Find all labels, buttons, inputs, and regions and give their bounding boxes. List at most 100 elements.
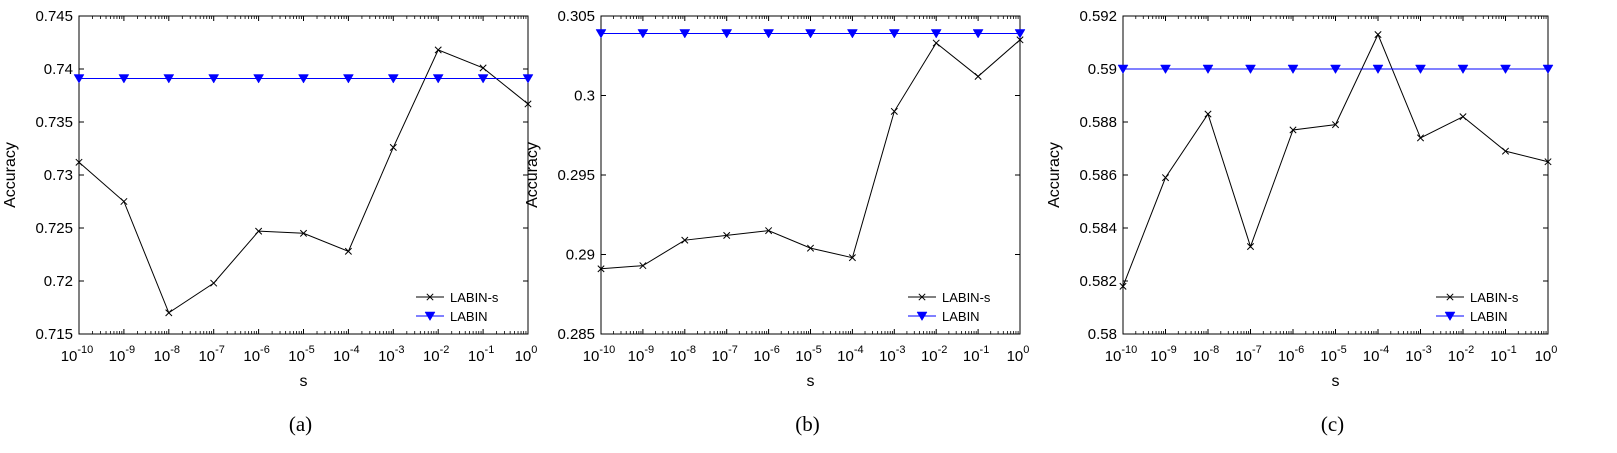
x-tick-label: 10-9: [109, 344, 135, 365]
x-tick-label: 10-10: [61, 344, 94, 365]
x-tick-label: 10-1: [963, 344, 989, 365]
y-tick-label: 0.73: [44, 167, 73, 184]
legend-label: LABIN: [942, 309, 980, 324]
data-point: [932, 39, 940, 47]
data-point: [434, 46, 442, 54]
series-line: [600, 39, 1021, 270]
panel-caption: (c): [1321, 412, 1344, 436]
data-point: [1459, 113, 1467, 121]
chart-panel-a: 10-10 10-9 10-8 10-7 10-6 10-5 10-4 10-3 10-2 10-…: [2, 8, 537, 436]
x-tick-label: 10-7: [198, 344, 224, 365]
data-point: [73, 74, 85, 84]
y-tick-label: 0.72: [44, 273, 73, 290]
y-tick-label: 0.592: [1079, 8, 1117, 25]
legend: LABIN-s LABIN: [416, 290, 499, 324]
x-tick-label: 10-6: [243, 344, 269, 365]
data-point: [723, 231, 731, 239]
legend: LABIN-s LABIN: [1436, 290, 1519, 324]
legend-marker: [424, 311, 436, 321]
data-point: [1416, 134, 1425, 142]
x-tick-label: 100: [1535, 344, 1558, 365]
data-point: [253, 74, 265, 84]
data-point: [974, 72, 982, 80]
x-tick-label: 10-4: [1363, 344, 1389, 365]
y-tick-label: 0.584: [1079, 220, 1117, 237]
data-point: [524, 100, 532, 108]
data-point: [210, 279, 218, 287]
data-point: [846, 29, 858, 39]
data-point: [805, 29, 816, 39]
panel-caption: (b): [795, 412, 820, 436]
x-tick-label: 100: [1007, 344, 1030, 365]
series-LABIN-s: [75, 46, 532, 317]
x-tick-label: 10-3: [1405, 344, 1431, 365]
data-point: [118, 74, 130, 84]
data-point: [679, 29, 691, 39]
x-tick-label: 10-5: [795, 344, 821, 365]
x-tick-label: 10-4: [837, 344, 863, 365]
data-point: [344, 247, 352, 255]
x-tick-label: 10-2: [423, 344, 449, 365]
data-point: [75, 158, 83, 166]
data-point: [120, 197, 128, 206]
x-tick-label: 10-6: [1278, 344, 1304, 365]
data-point: [432, 74, 444, 84]
y-tick-label: 0.586: [1079, 167, 1117, 184]
data-point: [163, 74, 175, 84]
data-point: [1331, 121, 1340, 129]
data-point: [298, 74, 309, 84]
y-tick-label: 0.582: [1079, 273, 1117, 290]
x-tick-label: 10-6: [753, 344, 779, 365]
data-point: [848, 254, 856, 262]
legend-label: LABIN: [450, 309, 488, 324]
data-point: [1117, 64, 1129, 74]
data-point: [763, 29, 775, 39]
x-tick-label: 10-8: [1193, 344, 1219, 365]
legend-label: LABIN: [1470, 309, 1508, 324]
data-point: [890, 107, 898, 115]
y-tick-label: 0.735: [35, 114, 73, 131]
y-tick-label: 0.745: [35, 8, 73, 25]
data-point: [389, 143, 397, 151]
x-tick-label: 10-5: [1320, 344, 1346, 365]
data-point: [888, 29, 900, 39]
data-point: [1544, 158, 1552, 166]
x-tick-label: 10-8: [154, 344, 180, 365]
x-tick-label: 10-10: [1105, 344, 1138, 365]
series-LABIN-s: [1119, 30, 1552, 290]
y-axis-label: Accuracy: [524, 142, 541, 208]
y-tick-label: 0.588: [1079, 114, 1117, 131]
x-tick-label: 10-5: [288, 344, 314, 365]
axes-box: [600, 15, 1021, 335]
y-tick-label: 0.725: [35, 220, 73, 237]
data-point: [1415, 64, 1426, 74]
data-point: [1204, 110, 1212, 118]
data-point: [165, 309, 173, 317]
data-point: [639, 262, 647, 270]
x-tick-label: 10-9: [1150, 344, 1176, 365]
x-tick-label: 10-3: [378, 344, 404, 365]
data-point: [972, 29, 984, 39]
data-point: [1500, 64, 1511, 74]
y-axis-label: Accuracy: [2, 142, 19, 208]
data-point: [597, 265, 605, 273]
data-point: [1014, 29, 1026, 39]
data-point: [342, 74, 354, 84]
y-tick-label: 0.305: [557, 8, 595, 25]
data-point: [477, 74, 489, 84]
data-point: [1330, 64, 1341, 74]
chart-panel-b: 10-10 10-9 10-8 10-7 10-6 10-5 10-4 10-3 10-2 10-…: [524, 8, 1029, 436]
data-point: [1501, 147, 1510, 155]
legend-label: LABIN-s: [942, 290, 991, 305]
data-point: [1161, 174, 1170, 182]
legend-marker: [1446, 293, 1454, 301]
data-point: [681, 236, 689, 244]
x-tick-label: 10-1: [1490, 344, 1516, 365]
series-LABIN: [73, 74, 534, 84]
x-axis-label: s: [1332, 373, 1340, 390]
data-point: [1119, 282, 1127, 290]
legend-marker: [426, 293, 434, 301]
x-axis-label: s: [300, 373, 308, 390]
legend-label: LABIN-s: [1470, 290, 1519, 305]
data-point: [930, 29, 942, 39]
